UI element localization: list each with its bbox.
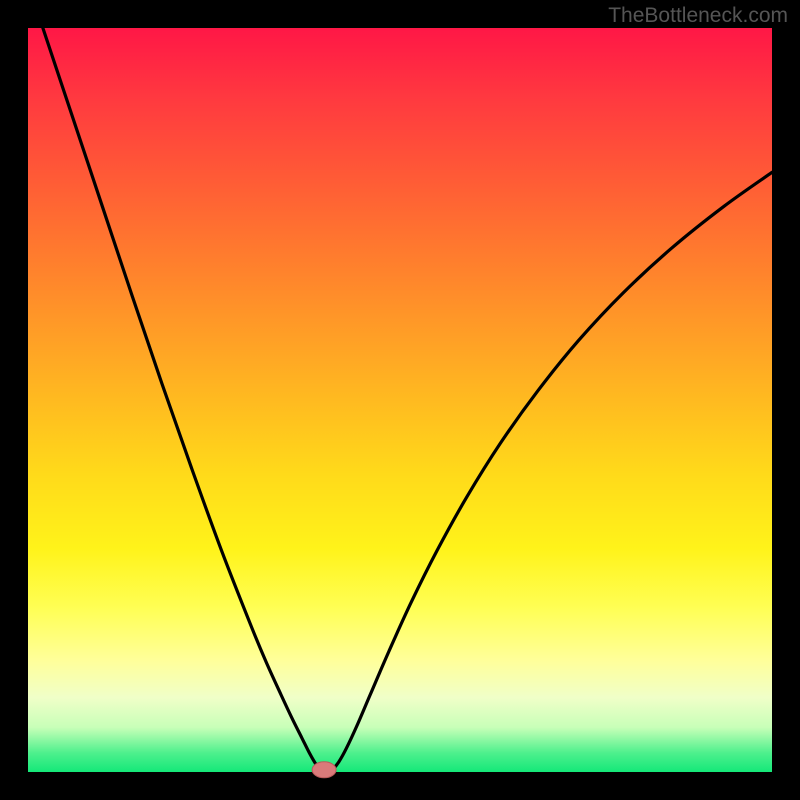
min-marker: [312, 762, 336, 778]
chart-container: TheBottleneck.com: [0, 0, 800, 800]
watermark-text: TheBottleneck.com: [608, 4, 788, 28]
chart-svg: [0, 0, 800, 800]
plot-area: [28, 28, 772, 772]
